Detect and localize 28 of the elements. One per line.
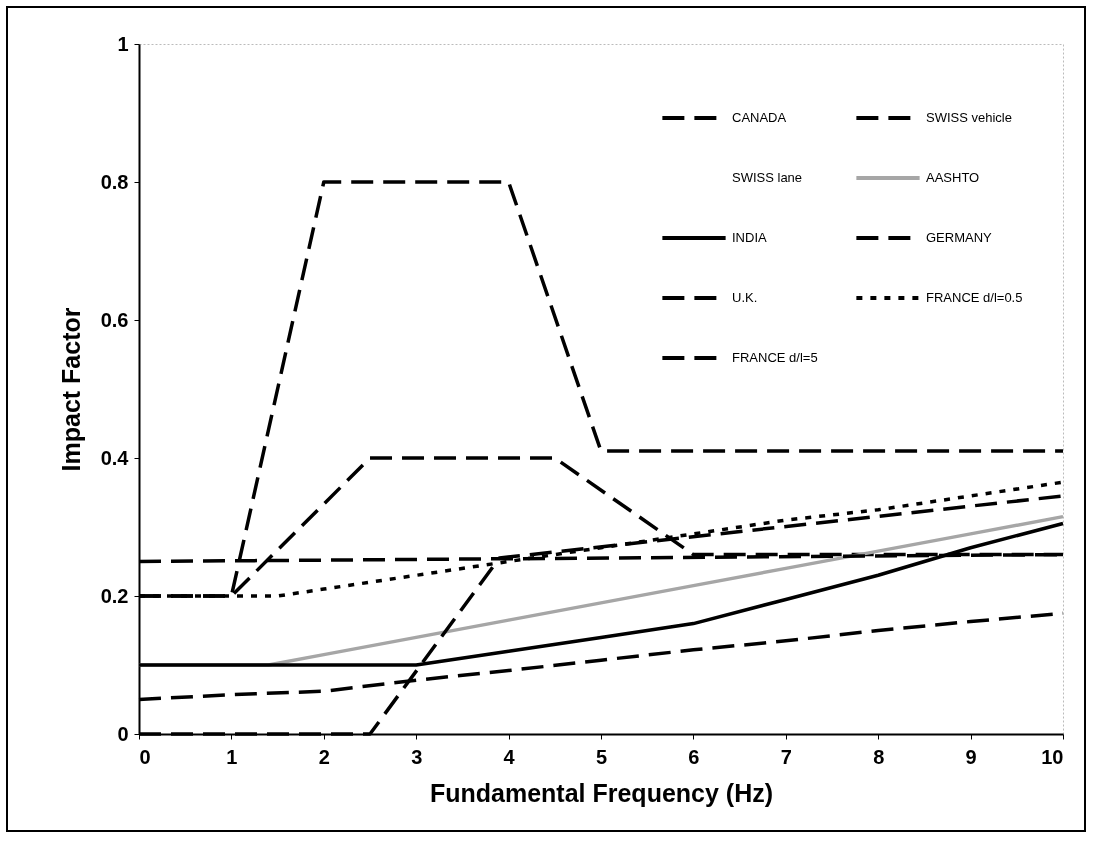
x-tick-label: 3 <box>411 745 423 768</box>
x-axis-title: Fundamental Frequency (Hz) <box>429 778 774 807</box>
x-tick-label: 0 <box>139 745 151 768</box>
legend-label: GERMANY <box>926 230 993 245</box>
legend-label: CANADA <box>732 110 787 125</box>
y-tick-label: 0 <box>117 722 129 745</box>
x-tick-label: 5 <box>595 745 608 768</box>
x-tick-label: 6 <box>688 745 700 768</box>
x-tick-label: 1 <box>226 745 238 768</box>
y-tick-label: 0.6 <box>100 308 129 331</box>
y-tick-label: 0.2 <box>100 584 129 607</box>
x-tick-label: 4 <box>503 745 516 768</box>
legend-label: SWISS vehicle <box>926 110 1012 125</box>
x-tick-label: 10 <box>1041 745 1064 768</box>
legend-label: AASHTO <box>926 170 980 185</box>
x-tick-label: 2 <box>318 745 330 768</box>
legend-label: FRANCE d/l=5 <box>732 350 818 365</box>
y-tick-label: 1 <box>117 32 129 55</box>
text: SWISS lane <box>732 170 803 185</box>
x-tick-label: 7 <box>780 745 792 768</box>
y-axis-title: Impact Factor <box>56 307 85 472</box>
y-tick-label: 0.8 <box>100 170 129 193</box>
legend-label: FRANCE d/l=0.5 <box>926 290 1023 305</box>
x-tick-label: 9 <box>965 745 977 768</box>
legend-label: INDIA <box>732 230 767 245</box>
x-tick-label: 8 <box>873 745 885 768</box>
legend-label: U.K. <box>732 290 758 305</box>
y-tick-label: 0.4 <box>100 446 130 469</box>
